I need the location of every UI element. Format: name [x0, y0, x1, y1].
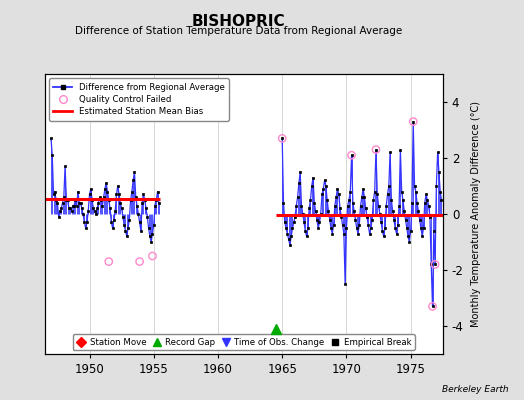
Point — [148, 253, 157, 259]
Point — [135, 258, 144, 265]
Text: Berkeley Earth: Berkeley Earth — [442, 385, 508, 394]
Point — [372, 146, 380, 153]
Y-axis label: Monthly Temperature Anomaly Difference (°C): Monthly Temperature Anomaly Difference (… — [471, 101, 481, 327]
Point — [105, 258, 113, 265]
Text: BISHOPRIC: BISHOPRIC — [192, 14, 285, 29]
Point — [431, 261, 439, 268]
Point — [278, 135, 287, 142]
Point — [409, 118, 418, 125]
Legend: Station Move, Record Gap, Time of Obs. Change, Empirical Break: Station Move, Record Gap, Time of Obs. C… — [73, 334, 414, 350]
Point — [428, 303, 436, 310]
Point — [347, 152, 356, 158]
Text: Difference of Station Temperature Data from Regional Average: Difference of Station Temperature Data f… — [75, 26, 402, 36]
